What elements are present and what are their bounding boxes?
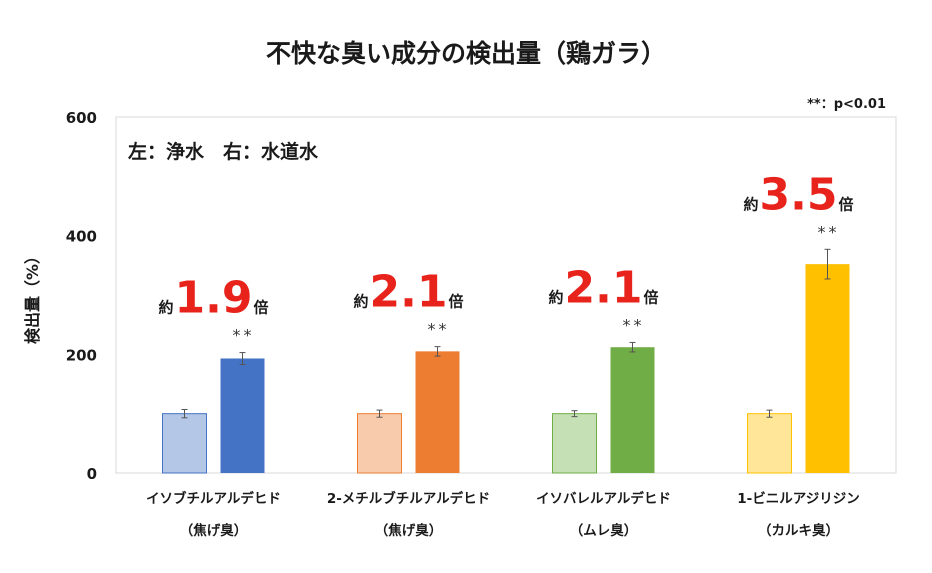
significance-stars: **: [428, 320, 450, 339]
y-tick-label: 400: [66, 228, 97, 246]
significance-marks: ** ** ** **: [233, 222, 840, 345]
annotation-suffix: 倍: [643, 288, 658, 306]
category-label: 2-メチルブチルアルデヒド: [327, 490, 490, 507]
annotation-value: 3.5: [760, 169, 838, 220]
bar-tap: [610, 347, 655, 473]
significance-stars: **: [818, 222, 840, 241]
category-label: 1-ビニルアジリジン: [737, 491, 859, 507]
ratio-annotation: 約2.1倍: [354, 267, 464, 318]
category-label: イソバレルアルデヒド: [536, 490, 671, 507]
annotation-suffix: 倍: [838, 195, 853, 213]
chart-title: 不快な臭い成分の検出量（鶏ガラ）: [266, 39, 666, 68]
y-tick-label: 600: [66, 109, 97, 127]
x-axis-labels: イソブチルアルデヒド （焦げ臭） 2-メチルブチルアルデヒド （焦げ臭） イソバレルアル…: [146, 490, 860, 539]
annotation-prefix: 約: [354, 293, 369, 311]
annotation-value: 1.9: [175, 273, 253, 324]
y-tick-label: 200: [66, 346, 97, 364]
ratio-annotation: 約3.5倍: [744, 169, 854, 220]
annotation-prefix: 約: [744, 195, 759, 213]
category-sublabel: （ムレ臭）: [570, 522, 638, 539]
significance-stars: **: [233, 326, 255, 345]
bar-purified: [162, 413, 207, 474]
significance-stars: **: [623, 315, 645, 334]
bar-tap: [415, 351, 460, 473]
bar-tap: [220, 358, 265, 473]
annotation-value: 2.1: [565, 262, 643, 313]
bar-tap: [805, 264, 850, 473]
ratio-annotation: 約2.1倍: [549, 262, 659, 313]
error-bars: [181, 248, 831, 419]
annotation-suffix: 倍: [448, 293, 463, 311]
category-sublabel: （カルキ臭）: [758, 522, 839, 539]
category-sublabel: （焦げ臭）: [375, 522, 443, 539]
significance-note: **：p<0.01: [807, 97, 886, 112]
annotation-suffix: 倍: [253, 299, 268, 317]
ratio-annotation: 約1.9倍: [159, 273, 269, 324]
y-tick-label: 0: [87, 465, 97, 483]
y-axis: 0 200 400 600: [66, 109, 97, 483]
bar-purified: [552, 413, 597, 474]
bar-purified: [747, 413, 792, 474]
annotation-prefix: 約: [159, 299, 174, 317]
legend-note: 左：浄水 右：水道水: [128, 140, 319, 163]
bar-purified: [357, 413, 402, 474]
y-axis-label: 検出量（%）: [23, 248, 42, 344]
category-sublabel: （焦げ臭）: [180, 522, 248, 539]
plot-area: [115, 116, 897, 474]
category-label: イソブチルアルデヒド: [146, 490, 281, 507]
annotation-value: 2.1: [370, 267, 448, 318]
bars: [162, 264, 850, 474]
annotation-prefix: 約: [549, 288, 564, 306]
